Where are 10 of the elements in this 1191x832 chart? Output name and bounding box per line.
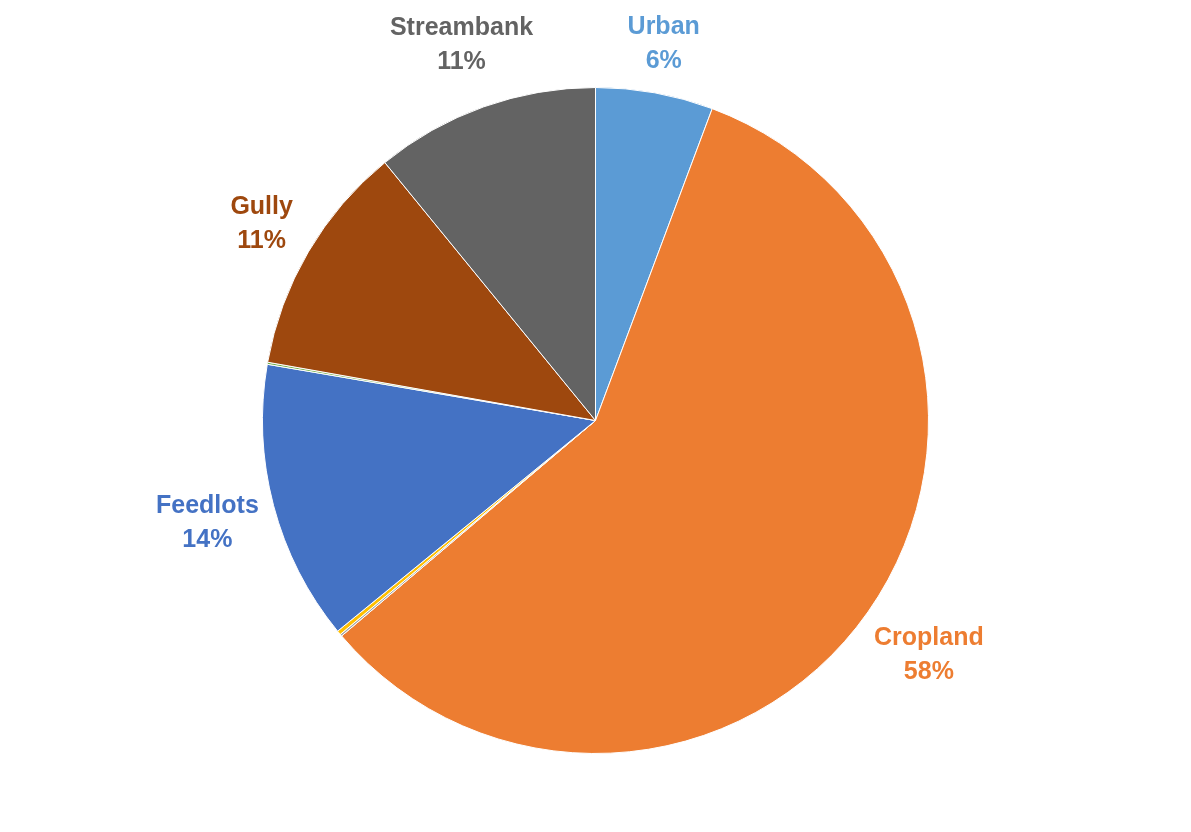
slice-label: Urban xyxy=(627,10,700,39)
slice-label: Feedlots xyxy=(155,489,259,518)
slice-label: Streambank xyxy=(389,11,534,40)
slice-label: Cropland xyxy=(873,621,984,650)
data-label: 58% xyxy=(903,655,954,684)
data-label: 14% xyxy=(182,523,233,552)
data-label: 6% xyxy=(645,44,682,73)
data-label: 11% xyxy=(437,45,486,74)
data-label: 11% xyxy=(237,225,286,254)
slice-label: Gully xyxy=(230,191,293,220)
